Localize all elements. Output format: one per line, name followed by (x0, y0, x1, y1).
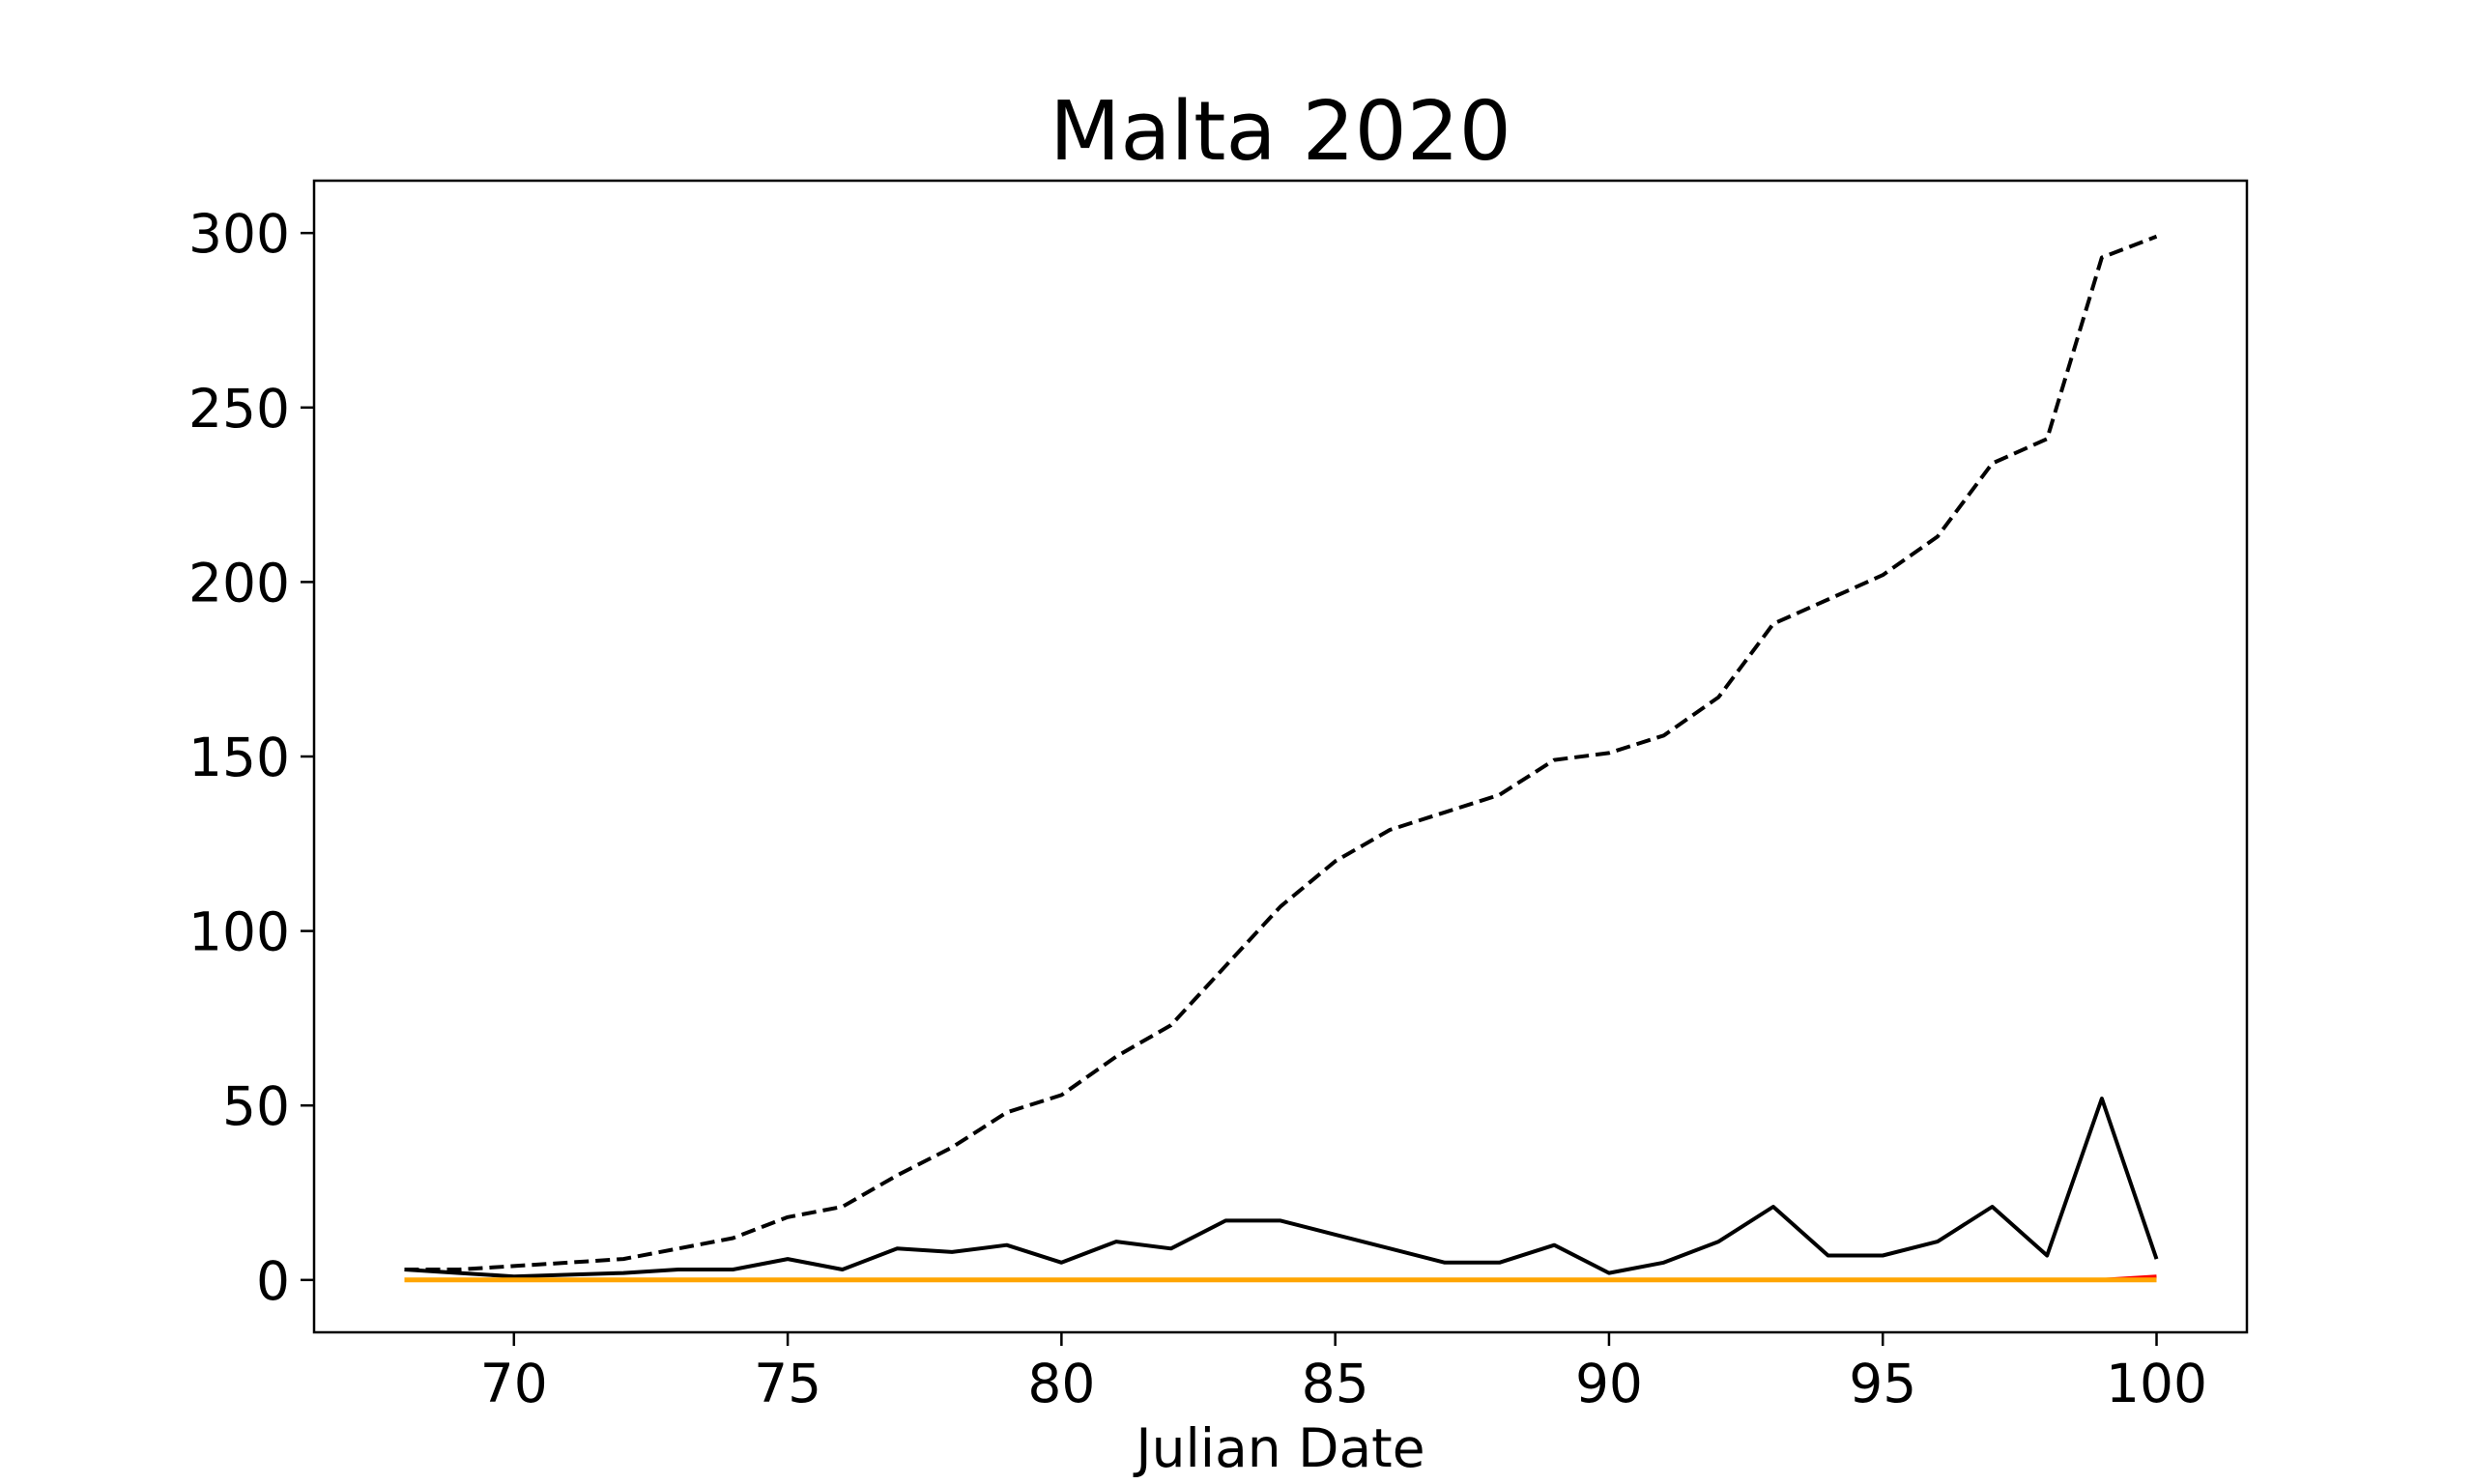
chart-title: Malta 2020 (1050, 84, 1511, 180)
y-axis: 0 50 100 150 200 250 300 (188, 203, 314, 1312)
x-tick-label: 70 (480, 1353, 548, 1414)
x-tick-label: 80 (1027, 1353, 1095, 1414)
plot-area (404, 234, 2159, 1283)
x-axis-label: Julian Date (1133, 1417, 1424, 1479)
series-line-2 (404, 1097, 2159, 1279)
x-tick-label: 75 (754, 1353, 821, 1414)
y-tick-label: 50 (222, 1075, 290, 1137)
y-tick-label: 0 (256, 1250, 290, 1312)
y-tick-label: 200 (188, 552, 290, 614)
y-tick-label: 150 (188, 727, 290, 788)
y-tick-label: 100 (188, 901, 290, 963)
y-tick-label: 250 (188, 378, 290, 440)
x-tick-label: 100 (2106, 1353, 2207, 1414)
x-tick-label: 85 (1302, 1353, 1369, 1414)
series-line-1 (404, 234, 2158, 1271)
plot-frame (312, 179, 2249, 1334)
x-tick-label: 95 (1849, 1353, 1916, 1414)
x-tick-label: 90 (1575, 1353, 1643, 1414)
y-tick-label: 300 (188, 203, 290, 265)
x-axis: 70 75 80 85 90 95 100 (480, 1332, 2207, 1414)
